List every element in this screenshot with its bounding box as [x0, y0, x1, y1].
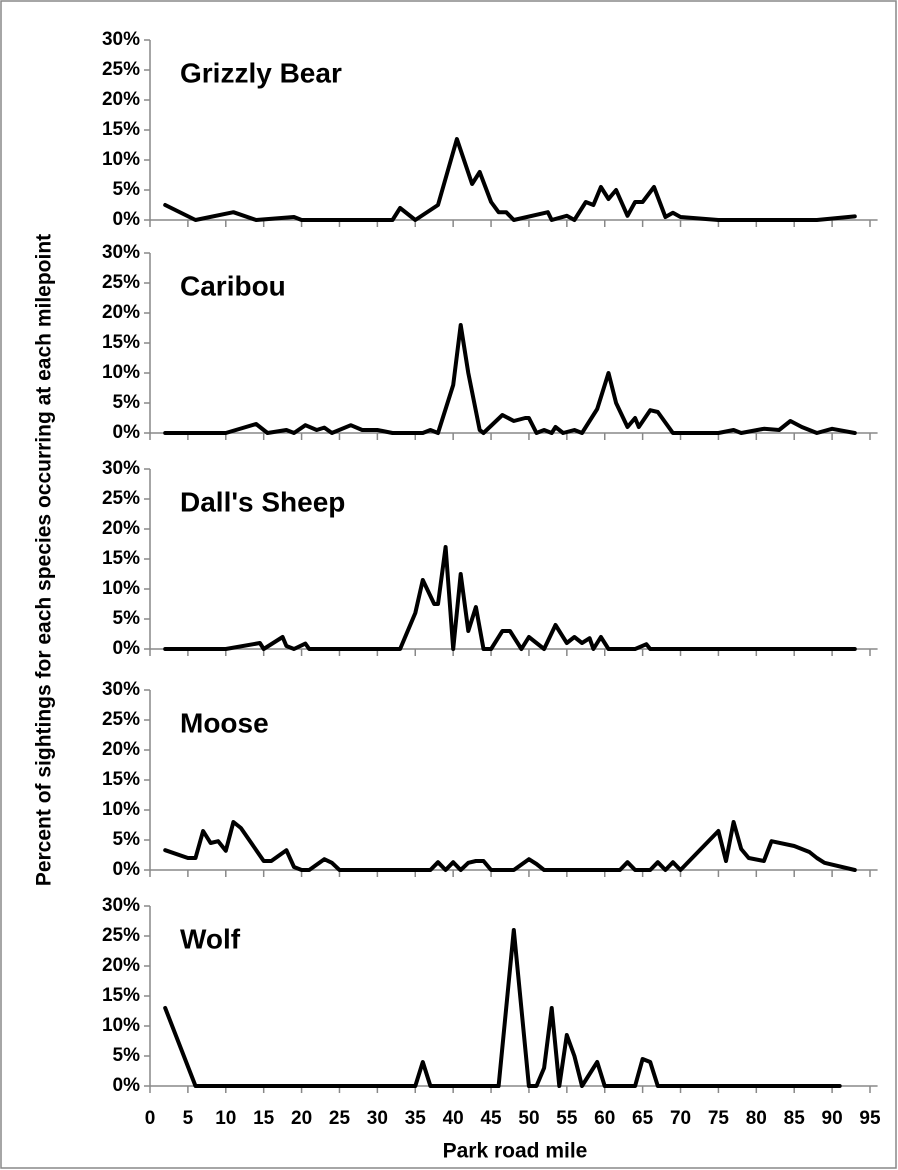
x-tick-label: 60: [594, 1108, 615, 1129]
x-tick-label: 30: [367, 1108, 388, 1129]
x-tick-label: 75: [708, 1108, 730, 1129]
x-tick-label: 55: [556, 1108, 578, 1129]
x-tick-label: 0: [145, 1108, 156, 1129]
x-tick-label: 95: [859, 1108, 881, 1129]
y-tick-label: 25%: [102, 59, 140, 80]
y-tick-label: 15%: [102, 119, 140, 140]
x-tick-label: 70: [670, 1108, 691, 1129]
y-tick-label: 15%: [102, 332, 140, 353]
y-tick-label: 25%: [102, 925, 140, 946]
y-tick-label: 5%: [113, 392, 141, 413]
x-tick-label: 20: [291, 1108, 312, 1129]
x-tick-label: 35: [405, 1108, 427, 1129]
panel-title: Grizzly Bear: [180, 57, 342, 88]
y-tick-label: 0%: [113, 859, 141, 880]
x-axis-label: Park road mile: [443, 1140, 588, 1163]
panel-title: Caribou: [180, 270, 286, 301]
x-tick-label: 80: [746, 1108, 767, 1129]
y-tick-label: 0%: [113, 422, 141, 443]
y-tick-label: 30%: [102, 458, 140, 479]
series-line: [163, 137, 857, 222]
x-tick-label: 5: [183, 1108, 194, 1129]
series-line: [163, 928, 842, 1088]
series-line: [163, 545, 857, 651]
x-tick-label: 15: [253, 1108, 275, 1129]
y-tick-label: 5%: [113, 179, 141, 200]
y-tick-label: 30%: [102, 29, 140, 50]
y-tick-label: 20%: [102, 955, 140, 976]
y-tick-label: 0%: [113, 209, 141, 230]
y-tick-label: 0%: [113, 1075, 141, 1096]
panel-title: Wolf: [180, 923, 241, 954]
y-tick-label: 15%: [102, 548, 140, 569]
y-tick-label: 15%: [102, 985, 140, 1006]
y-tick-label: 10%: [102, 149, 140, 170]
y-tick-label: 15%: [102, 769, 140, 790]
y-tick-label: 0%: [113, 638, 141, 659]
y-tick-label: 5%: [113, 829, 141, 850]
y-tick-label: 30%: [102, 895, 140, 916]
y-tick-label: 30%: [102, 679, 140, 700]
y-tick-label: 25%: [102, 709, 140, 730]
y-tick-label: 10%: [102, 1015, 140, 1036]
y-tick-label: 10%: [102, 578, 140, 599]
x-tick-label: 85: [784, 1108, 806, 1129]
y-axis-label: Percent of sightings for each species oc…: [33, 234, 56, 886]
y-tick-label: 20%: [102, 89, 140, 110]
y-tick-label: 25%: [102, 488, 140, 509]
y-tick-label: 10%: [102, 799, 140, 820]
y-tick-label: 20%: [102, 302, 140, 323]
x-tick-label: 90: [822, 1108, 843, 1129]
y-tick-label: 5%: [113, 1045, 141, 1066]
y-tick-label: 25%: [102, 272, 140, 293]
panel-title: Moose: [180, 707, 269, 738]
series-line: [163, 323, 857, 435]
y-tick-label: 10%: [102, 362, 140, 383]
x-tick-label: 45: [480, 1108, 502, 1129]
x-tick-label: 40: [443, 1108, 464, 1129]
panel-title: Dall's Sheep: [180, 486, 345, 517]
x-tick-label: 25: [329, 1108, 351, 1129]
x-tick-label: 65: [632, 1108, 654, 1129]
x-tick-label: 10: [215, 1108, 236, 1129]
y-tick-label: 30%: [102, 242, 140, 263]
series-line: [163, 820, 857, 872]
x-tick-label: 50: [518, 1108, 539, 1129]
y-tick-label: 5%: [113, 608, 141, 629]
y-tick-label: 20%: [102, 518, 140, 539]
y-tick-label: 20%: [102, 739, 140, 760]
